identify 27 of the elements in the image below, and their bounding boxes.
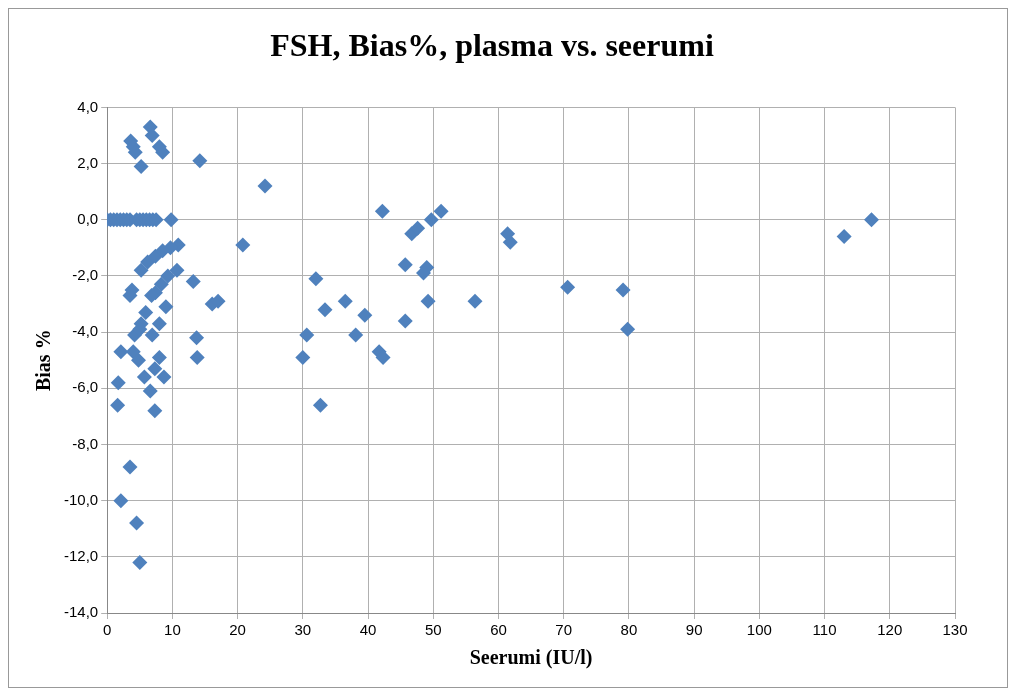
y-axis-title: Bias %	[32, 329, 55, 392]
x-tick-label: 20	[229, 621, 246, 639]
y-tick-label: -10,0	[63, 490, 99, 508]
x-tick-label: 30	[294, 621, 312, 639]
y-tick-label: -6,0	[72, 378, 99, 396]
x-tick-label: 100	[746, 621, 772, 639]
x-tick-label: 120	[877, 621, 903, 639]
x-tick-label: 10	[164, 621, 181, 639]
y-tick-label: -12,0	[63, 546, 99, 564]
y-tick-label: -14,0	[63, 603, 99, 621]
y-tick-label: -4,0	[72, 322, 99, 340]
x-tick-label: 110	[812, 621, 837, 639]
y-tick-label: 4,0	[77, 97, 99, 115]
x-tick-label: 80	[620, 621, 638, 639]
x-tick-label: 130	[942, 621, 968, 639]
x-tick-label: 70	[555, 621, 573, 639]
x-tick-label: 60	[490, 621, 507, 639]
x-tick-label: 40	[359, 621, 377, 639]
y-tick-label: 0,0	[77, 209, 99, 227]
x-tick-label: 90	[685, 621, 703, 639]
chart-title: FSH, Bias%, plasma vs. seerumi	[270, 27, 714, 64]
x-tick-label: 0	[103, 621, 112, 639]
x-tick-label: 50	[424, 621, 442, 639]
x-axis-title: Seerumi (IU/l)	[469, 646, 593, 670]
y-tick-label: -2,0	[72, 266, 99, 284]
y-tick-label: -8,0	[72, 434, 99, 452]
y-tick-label: 2,0	[77, 153, 99, 171]
